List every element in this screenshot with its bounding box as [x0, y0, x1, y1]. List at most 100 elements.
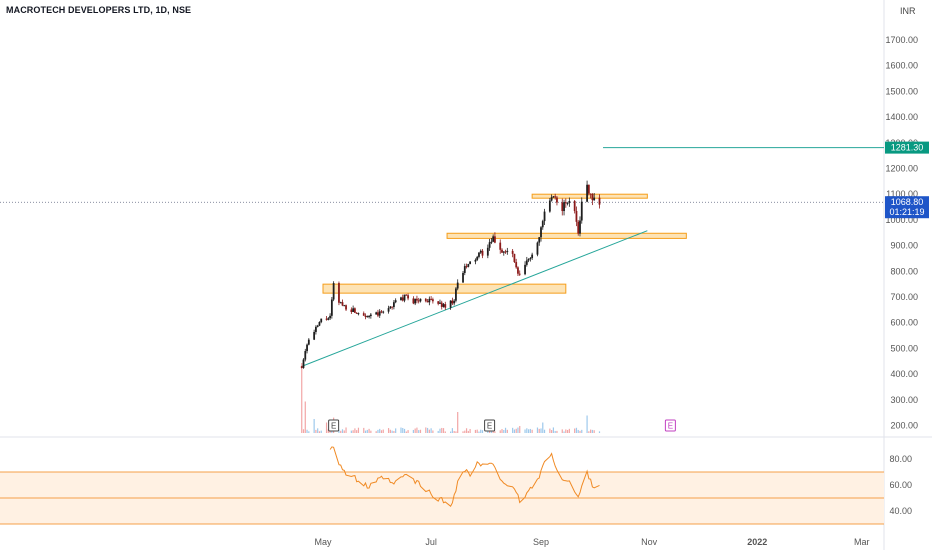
- time-tick-label: Nov: [641, 537, 658, 547]
- volume-bar: [403, 428, 406, 433]
- candle-body: [428, 298, 431, 303]
- candle-body: [302, 359, 305, 368]
- candle-body: [554, 196, 557, 198]
- candle-body: [575, 210, 578, 222]
- volume-bar: [352, 430, 354, 433]
- candle-body: [332, 283, 335, 300]
- volume-bar: [304, 401, 306, 433]
- volume-bar: [366, 429, 368, 433]
- candle-body: [490, 241, 493, 243]
- price-tick-label: 600.00: [890, 318, 918, 328]
- volume-bar: [513, 429, 516, 433]
- volume-bar: [315, 429, 317, 433]
- volume-bar: [519, 426, 521, 433]
- price-tick-label: 1700.00: [885, 35, 918, 45]
- volume-bar: [551, 430, 553, 433]
- time-tick-label: Sep: [533, 537, 549, 547]
- zone-box-3[interactable]: [531, 193, 648, 199]
- earnings-marker-3[interactable]: [664, 419, 676, 432]
- candle-body: [529, 257, 532, 260]
- volume-bar: [462, 431, 464, 433]
- candle-body: [439, 302, 441, 304]
- volume-bar: [481, 430, 484, 433]
- volume-bar: [320, 430, 322, 433]
- candle-body: [442, 304, 445, 307]
- trendline[interactable]: [301, 230, 648, 367]
- candle-body: [563, 202, 565, 212]
- candle-body: [444, 304, 447, 308]
- volume-bar: [527, 429, 530, 433]
- volume-bar: [503, 430, 505, 433]
- target-price-badge-text: 1281.30: [891, 143, 924, 153]
- candle-body: [469, 261, 472, 264]
- earnings-marker-1[interactable]: [328, 419, 340, 432]
- candle-body: [407, 295, 409, 299]
- candle-body: [316, 325, 319, 327]
- volume-bar: [430, 428, 432, 433]
- candle-body: [306, 344, 308, 352]
- candle-body: [377, 312, 379, 316]
- volume-bar: [341, 429, 344, 433]
- volume-bar: [515, 428, 517, 433]
- candle-body: [463, 266, 466, 273]
- volume-bar: [432, 430, 434, 433]
- volume-bar: [593, 430, 595, 433]
- candle-body: [573, 200, 576, 211]
- candle-body: [325, 318, 328, 320]
- candle-body: [437, 301, 440, 304]
- volume-bar: [340, 430, 342, 433]
- volume-bar: [465, 428, 468, 433]
- candle-body: [481, 250, 484, 256]
- candle-body: [417, 300, 420, 302]
- candle-body: [307, 339, 310, 345]
- volume-bar: [343, 430, 345, 433]
- candle-body: [430, 298, 433, 300]
- candle-body: [492, 236, 495, 242]
- price-tick-label: 1500.00: [885, 86, 918, 96]
- candle-body: [515, 262, 518, 268]
- volume-bar: [568, 428, 570, 433]
- volume-bar: [455, 431, 457, 433]
- price-tick-label: 300.00: [890, 395, 918, 405]
- volume-bar: [554, 430, 556, 433]
- volume-bar: [350, 430, 352, 433]
- candle-body: [577, 221, 580, 234]
- earnings-marker-label: E: [331, 422, 336, 431]
- currency-label[interactable]: INR: [900, 6, 916, 16]
- earnings-marker-2[interactable]: [484, 419, 496, 432]
- candle-body: [587, 184, 590, 194]
- volume-bar: [416, 427, 418, 433]
- candle-body: [357, 313, 360, 315]
- volume-bar: [317, 428, 319, 433]
- candle-body: [350, 309, 353, 312]
- volume-bar: [469, 428, 471, 433]
- rsi-line[interactable]: [329, 446, 600, 507]
- volume-bar: [412, 429, 414, 433]
- candle-body: [467, 263, 470, 267]
- volume-bar: [563, 431, 565, 433]
- volume-bar: [379, 428, 381, 433]
- candle-body: [352, 308, 355, 312]
- candle-body: [462, 272, 464, 283]
- candle-body: [380, 311, 383, 313]
- candle-body: [561, 202, 564, 212]
- volume-bar: [301, 363, 303, 433]
- volume-bar: [400, 427, 402, 433]
- volume-bar: [579, 430, 581, 433]
- volume-bar: [574, 428, 576, 433]
- volume-bar: [586, 415, 588, 433]
- candle-body: [501, 249, 503, 253]
- zone-box-1[interactable]: [322, 283, 567, 294]
- volume-bar: [590, 429, 592, 433]
- volume-bar: [517, 427, 519, 433]
- volume-bar: [444, 431, 446, 433]
- volume-bar: [442, 428, 445, 433]
- volume-bar: [425, 427, 427, 433]
- time-tick-label: Mar: [854, 537, 870, 547]
- price-tick-label: 900.00: [890, 241, 918, 251]
- price-tick-label: 200.00: [890, 421, 918, 431]
- zone-box-2[interactable]: [446, 232, 687, 239]
- chart-title: MACROTECH DEVELOPERS LTD, 1D, NSE: [6, 5, 192, 15]
